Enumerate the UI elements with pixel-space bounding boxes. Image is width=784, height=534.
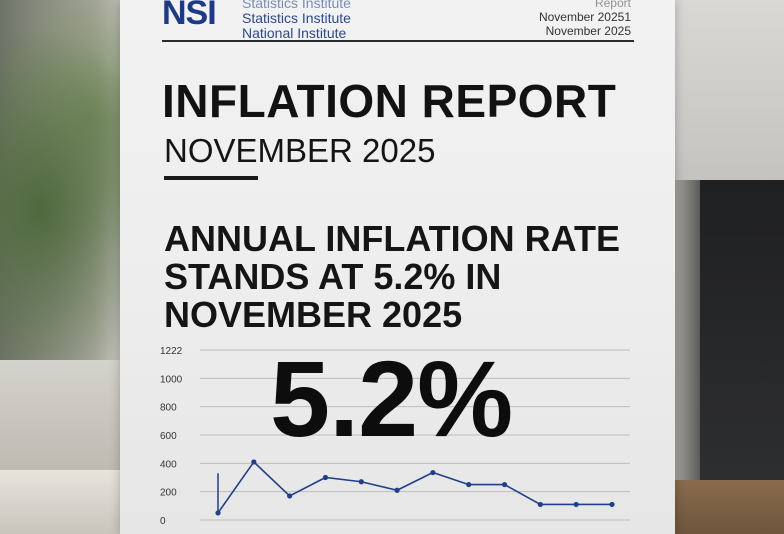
y-tick-label: 400: [160, 459, 177, 470]
chart-data-point: [537, 501, 543, 508]
chart-data-point: [430, 469, 436, 476]
institute-name-line: Statistics Institute: [242, 0, 351, 11]
header-date-line: November 2025: [545, 24, 631, 38]
title-underline: [164, 176, 258, 180]
background-wall: [672, 0, 784, 180]
header-date: Report November 20251 November 2025: [539, 0, 631, 38]
institute-name: Statistics Institute Statistics Institut…: [242, 0, 351, 41]
chart-series-line: [217, 460, 612, 514]
chart-data-point: [287, 493, 293, 499]
y-tick-label: 600: [160, 431, 177, 442]
background-monitor: [700, 180, 784, 480]
headline: ANNUAL INFLATION RATE STANDS AT 5.2% IN …: [164, 220, 644, 334]
chart-data-point: [609, 501, 615, 508]
chart-data-point: [573, 501, 579, 508]
chart-data-point: [466, 481, 472, 488]
headline-line: NOVEMBER 2025: [164, 294, 463, 335]
big-inflation-rate: 5.2%: [270, 338, 513, 459]
chart-data-point: [251, 459, 257, 465]
background-desk: [672, 480, 784, 534]
report-title: INFLATION REPORT: [162, 75, 617, 127]
y-tick-label: 1222: [160, 346, 183, 357]
y-tick-label: 200: [160, 488, 177, 499]
chart-data-point: [322, 474, 329, 481]
chart-data-point: [358, 479, 364, 485]
headline-line: ANNUAL INFLATION RATE: [164, 218, 620, 259]
chart-data-point: [215, 510, 221, 516]
chart-data-point: [394, 487, 400, 493]
header-date-line: November 20251: [538, 10, 631, 24]
report-document: NSI Statistics Institute Statistics Inst…: [120, 0, 675, 534]
inflation-line-chart: 0 200 400 600 800 1000 1222: [160, 346, 630, 527]
institute-name-line: National Institute: [242, 25, 347, 41]
nsi-logo: NSI: [162, 0, 217, 32]
headline-line: STANDS AT 5.2% IN: [164, 256, 502, 297]
report-subtitle: NOVEMBER 2025: [164, 132, 436, 169]
header-divider: [162, 40, 634, 42]
y-tick-label: 800: [160, 403, 177, 414]
background-box: [0, 470, 125, 534]
header-date-line: Report: [594, 0, 631, 10]
institute-name-line: Statistics Institute: [242, 10, 351, 26]
chart-data-point: [501, 481, 508, 488]
y-tick-label: 0: [160, 516, 166, 527]
y-tick-label: 1000: [160, 374, 183, 385]
